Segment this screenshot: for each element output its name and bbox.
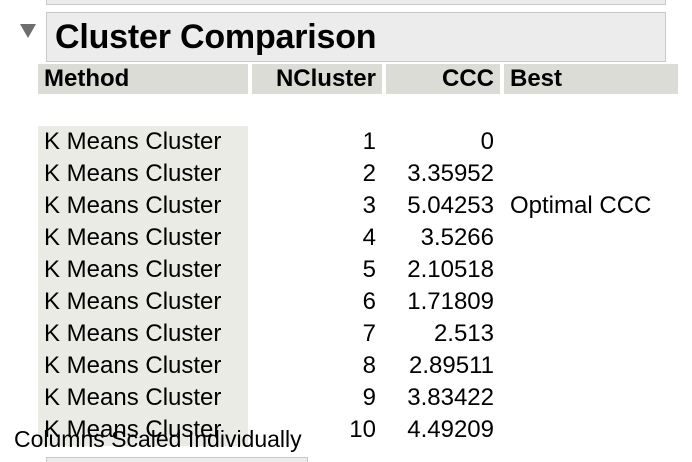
cell-ccc: 2.89511 [409,352,494,379]
disclosure-triangle-icon[interactable] [20,24,36,38]
column-header-best[interactable]: Best [504,64,678,94]
cell-ncluster: 4 [362,224,376,251]
cell-method: K Means Cluster [38,414,248,446]
next-outline-edge [46,457,308,462]
cell-ccc: 1.71809 [407,288,494,315]
cell-ncluster: 3 [362,192,376,219]
column-header-ccc[interactable]: CCC [386,64,500,94]
cell-ncluster: 6 [362,288,376,315]
table-row[interactable]: K Means Cluster 6 1.71809 [38,286,678,318]
cell-ncluster: 7 [362,320,376,347]
table-row[interactable]: K Means Cluster 8 2.89511 [38,350,678,382]
cell-best [504,126,678,158]
cell-ncluster: 1 [362,128,376,155]
table-row[interactable]: K Means Cluster 3 5.04253 Optimal CCC [38,190,678,222]
report-title: Cluster Comparison [55,18,377,56]
cell-method: K Means Cluster [38,286,248,318]
scaling-footnote: Columns Scaled Individually [14,426,302,452]
table-row[interactable]: K Means Cluster 2 3.35952 [38,158,678,190]
table-row[interactable]: K Means Cluster 4 3.5266 [38,222,678,254]
table-row[interactable]: K Means Cluster 9 3.83422 [38,382,678,414]
cell-ncluster: 8 [362,352,376,379]
cluster-comparison-table: Method NCluster CCC Best K Means Cluster… [38,64,678,446]
cell-method: K Means Cluster [38,158,248,190]
cell-best [504,318,678,350]
cell-method: K Means Cluster [38,190,248,222]
table-row[interactable]: K Means Cluster 1 0 [38,126,678,158]
cell-method: K Means Cluster [38,254,248,286]
cell-ccc: 3.5266 [420,224,494,251]
cell-ccc: 3.35952 [407,160,494,187]
cell-ncluster: 10 [349,416,376,443]
cell-method: K Means Cluster [38,222,248,254]
cell-method: K Means Cluster [38,382,248,414]
cell-best [504,350,678,382]
cell-ccc: 4.49209 [407,416,494,443]
cell-ccc: 2.513 [433,320,494,347]
table-row[interactable]: K Means Cluster 5 2.10518 [38,254,678,286]
cell-ccc: 2.10518 [407,256,494,283]
cell-best [504,414,678,446]
cell-ccc: 0 [480,128,494,155]
cell-method: K Means Cluster [38,318,248,350]
cell-ncluster: 5 [362,256,376,283]
table-body: K Means Cluster 1 0 K Means Cluster 2 3.35952… [38,94,678,446]
cell-best [504,222,678,254]
cell-ncluster: 2 [362,160,376,187]
cell-ccc: 5.04253 [407,192,494,219]
cell-best: Optimal CCC [510,192,652,219]
table-row[interactable]: K Means Cluster 7 2.513 [38,318,678,350]
cell-method: K Means Cluster [38,350,248,382]
outline-header[interactable]: Cluster Comparison [46,12,666,62]
column-header-method[interactable]: Method [38,64,248,94]
column-header-ncluster[interactable]: NCluster [252,64,382,94]
cell-ccc: 3.83422 [407,384,494,411]
cell-best [504,158,678,190]
cell-method: K Means Cluster [38,126,248,158]
previous-outline-edge [46,0,666,5]
cell-best [504,382,678,414]
cell-ncluster: 9 [362,384,376,411]
cell-best [504,254,678,286]
cell-best [504,286,678,318]
table-header-row: Method NCluster CCC Best [38,64,678,94]
table-row[interactable]: K Means Cluster 10 4.49209 [38,414,678,446]
